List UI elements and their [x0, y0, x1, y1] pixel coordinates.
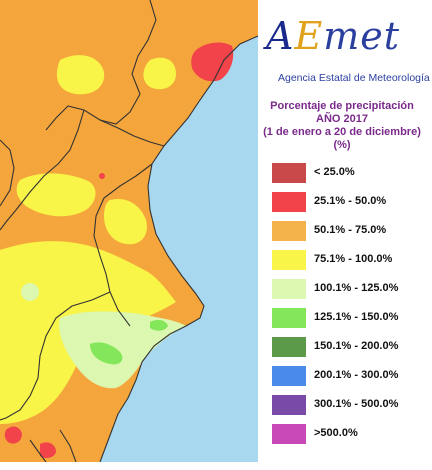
logo-wordmark: AEmet	[266, 14, 400, 58]
legend-swatch	[272, 192, 306, 212]
agency-name: Agencia Estatal de Meteorología	[278, 72, 430, 84]
zone-100-125	[21, 283, 186, 389]
legend-label: 300.1% - 500.0%	[314, 398, 399, 410]
precipitation-map	[0, 0, 258, 462]
legend-swatch	[272, 395, 306, 415]
legend-item: 100.1% - 125.0%	[272, 279, 432, 299]
legend-swatch	[272, 366, 306, 386]
legend-label: 100.1% - 125.0%	[314, 282, 399, 294]
legend-label: 25.1% - 50.0%	[314, 195, 387, 207]
province-borders	[0, 0, 258, 462]
legend-label: 75.1% - 100.0%	[314, 253, 393, 265]
zone-25-50	[4, 42, 234, 459]
legend-item: < 25.0%	[272, 163, 432, 183]
title-line-4: (%)	[333, 139, 351, 151]
legend-item: 200.1% - 300.0%	[272, 366, 432, 386]
legend-item: >500.0%	[272, 424, 432, 444]
legend-item: 75.1% - 100.0%	[272, 250, 432, 270]
legend-swatch	[272, 250, 306, 270]
legend-item: 50.1% - 75.0%	[272, 221, 432, 241]
legend-item: 300.1% - 500.0%	[272, 395, 432, 415]
legend-swatch	[272, 424, 306, 444]
legend-title: Porcentaje de precipitación AÑO 2017 (1 …	[252, 100, 432, 152]
title-line-1: Porcentaje de precipitación	[270, 100, 414, 112]
zone-125-150	[90, 319, 168, 365]
legend-item: 150.1% - 200.0%	[272, 337, 432, 357]
logo-letter-e: E	[294, 14, 324, 58]
aemet-logo: AEmet Agencia Estatal de Meteorología	[266, 14, 430, 92]
legend-swatch	[272, 308, 306, 328]
legend-item: 25.1% - 50.0%	[272, 192, 432, 212]
legend-item: 125.1% - 150.0%	[272, 308, 432, 328]
title-line-2: AÑO 2017	[316, 113, 368, 125]
legend-label: 125.1% - 150.0%	[314, 311, 399, 323]
logo-letters-met: met	[323, 14, 400, 58]
legend-label: 150.1% - 200.0%	[314, 340, 399, 352]
legend-label: 50.1% - 75.0%	[314, 224, 387, 236]
legend-swatch	[272, 221, 306, 241]
legend-swatch	[272, 337, 306, 357]
legend-label: < 25.0%	[314, 166, 355, 178]
legend-swatch	[272, 279, 306, 299]
legend-label: 200.1% - 300.0%	[314, 369, 399, 381]
legend-panel: AEmet Agencia Estatal de Meteorología Po…	[252, 0, 432, 470]
legend-label: >500.0%	[314, 427, 358, 439]
logo-letter-a: A	[266, 14, 295, 58]
title-line-3: (1 de enero a 20 de diciembre)	[263, 126, 421, 138]
legend-swatch	[272, 163, 306, 183]
